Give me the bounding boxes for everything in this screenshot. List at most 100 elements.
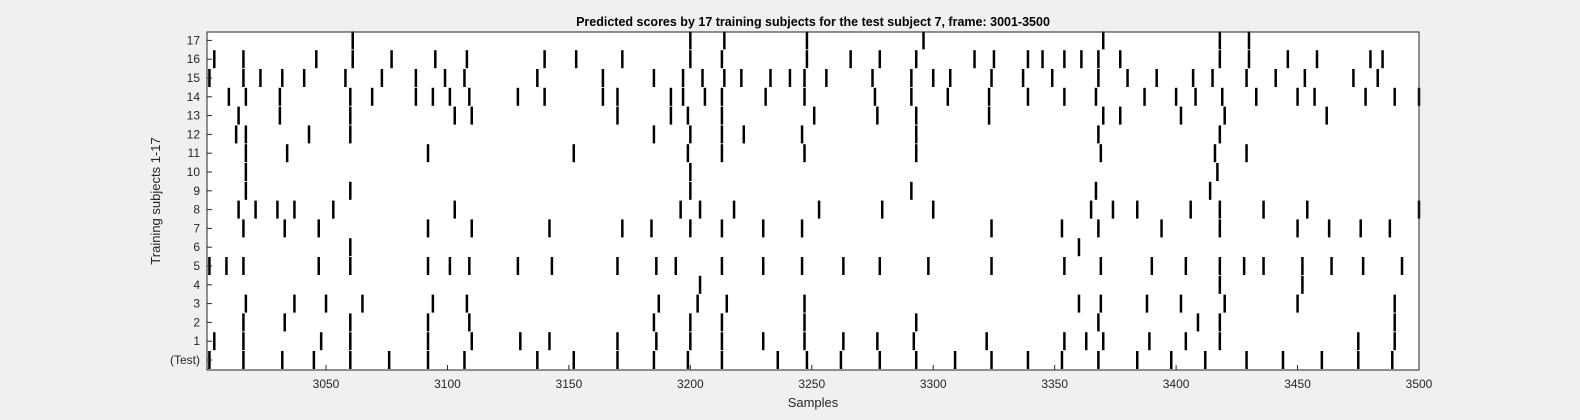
score-mark [1218, 200, 1222, 219]
score-mark [720, 125, 724, 144]
score-mark [519, 332, 522, 351]
score-mark [1204, 351, 1207, 369]
score-mark [803, 144, 806, 163]
score-mark [244, 144, 248, 163]
score-mark [1184, 332, 1188, 351]
score-mark [723, 31, 726, 50]
score-mark [351, 31, 354, 50]
score-mark [285, 144, 289, 163]
score-mark [953, 351, 957, 369]
score-mark [1085, 332, 1088, 351]
score-mark [470, 332, 473, 351]
score-mark [1391, 351, 1394, 369]
score-mark [1041, 50, 1044, 69]
x-tick-label: 3350 [1041, 377, 1068, 391]
score-mark [349, 106, 352, 125]
score-mark [1097, 219, 1100, 238]
score-mark [1361, 257, 1365, 275]
score-mark [1160, 219, 1163, 238]
score-mark [1099, 144, 1103, 163]
score-mark [689, 163, 692, 181]
score-mark [370, 87, 374, 106]
y-tick-label: 10 [187, 165, 201, 179]
score-mark [414, 69, 418, 87]
score-mark [701, 69, 704, 87]
score-mark [674, 257, 678, 275]
score-mark [873, 87, 877, 106]
score-mark [669, 106, 673, 125]
score-mark [1352, 69, 1355, 87]
score-mark [1060, 219, 1064, 238]
score-mark [344, 69, 347, 87]
score-mark [465, 294, 469, 313]
score-mark [876, 106, 879, 125]
x-tick-label: 3250 [798, 377, 825, 391]
score-mark [927, 257, 930, 275]
score-mark [616, 332, 619, 351]
score-mark [426, 144, 430, 163]
score-mark [689, 50, 692, 69]
score-mark [293, 200, 296, 219]
score-mark [242, 332, 245, 351]
score-mark [817, 200, 821, 219]
score-mark [698, 275, 702, 294]
score-mark [1063, 87, 1066, 106]
score-mark [349, 125, 352, 144]
score-mark [871, 69, 874, 87]
y-tick-label: 3 [193, 297, 200, 311]
score-mark [1393, 332, 1396, 351]
score-mark [616, 106, 619, 125]
score-mark [548, 332, 551, 351]
score-mark [803, 294, 806, 313]
score-mark [689, 219, 692, 238]
score-mark [725, 294, 729, 313]
score-mark [842, 257, 845, 275]
score-mark [283, 219, 286, 238]
score-mark [1393, 294, 1396, 313]
x-tick-label: 3300 [920, 377, 947, 391]
score-mark [1218, 219, 1222, 238]
score-mark [1281, 351, 1285, 369]
score-mark [1150, 257, 1154, 275]
score-mark [910, 181, 913, 200]
score-mark [1301, 275, 1304, 294]
score-mark [1099, 257, 1103, 275]
score-mark [880, 200, 884, 219]
score-mark [242, 313, 245, 332]
score-mark [931, 69, 935, 87]
data-marks [208, 31, 1421, 369]
score-mark [1094, 87, 1098, 106]
score-mark [470, 106, 473, 125]
score-mark [278, 106, 282, 125]
x-tick-label: 3400 [1163, 377, 1190, 391]
score-mark [652, 313, 656, 332]
score-mark [281, 351, 284, 369]
score-mark [351, 50, 354, 69]
score-mark [1245, 144, 1248, 163]
score-mark [839, 351, 843, 369]
score-mark [307, 125, 311, 144]
score-mark [390, 50, 393, 69]
score-mark [655, 332, 658, 351]
score-mark [764, 87, 767, 106]
score-mark [213, 332, 216, 351]
score-mark [237, 200, 240, 219]
chart-title: Predicted scores by 17 training subjects… [576, 15, 1050, 29]
score-mark [448, 257, 452, 275]
score-mark [914, 106, 918, 125]
score-mark [601, 87, 605, 106]
score-mark [468, 257, 471, 275]
score-mark [1376, 69, 1379, 87]
score-mark [315, 50, 318, 69]
score-mark [463, 351, 466, 369]
score-mark [1063, 332, 1066, 351]
score-mark [1097, 125, 1100, 144]
score-mark [990, 219, 993, 238]
score-mark [803, 69, 806, 87]
score-mark [242, 219, 245, 238]
y-tick-label: 9 [193, 184, 200, 198]
score-mark [453, 200, 456, 219]
score-mark [1330, 257, 1333, 275]
plot-frame [206, 31, 1420, 371]
score-mark [878, 351, 882, 369]
